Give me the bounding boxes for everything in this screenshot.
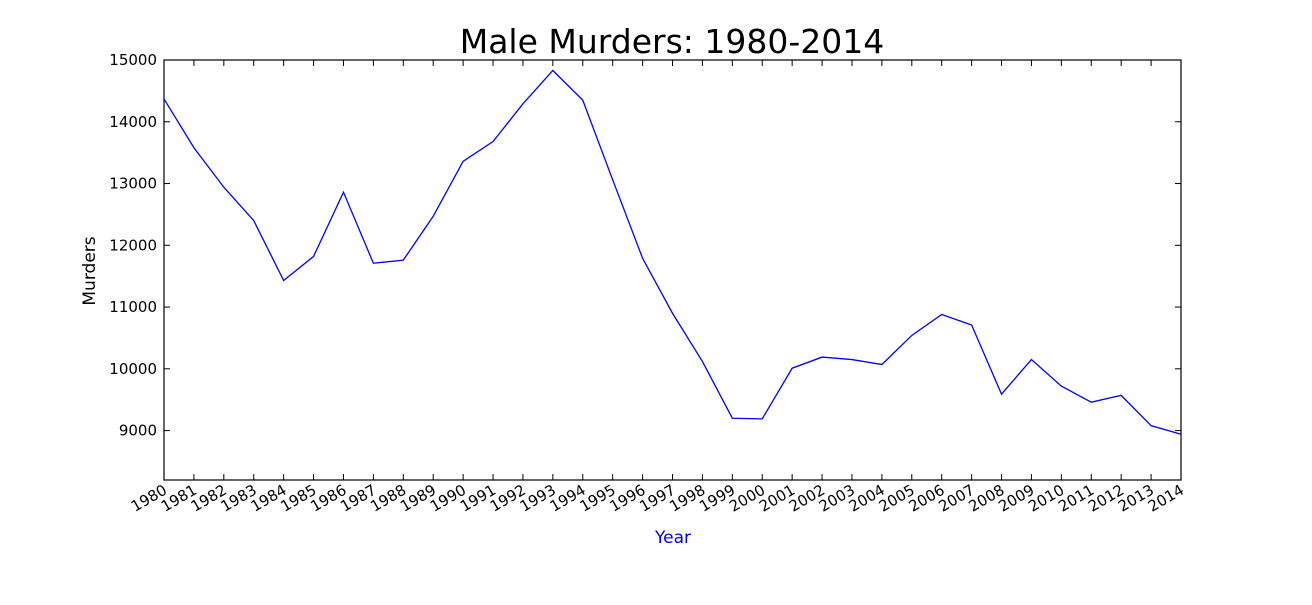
y-tick-label: 11000 [109, 298, 157, 316]
y-tick-label: 9000 [119, 422, 157, 440]
y-tick-label: 12000 [109, 236, 157, 254]
x-tick-label: 2014 [1145, 481, 1187, 516]
y-tick-label: 13000 [109, 175, 157, 193]
y-axis-label: Murders [80, 236, 100, 305]
y-tick-label: 10000 [109, 360, 157, 378]
x-axis-label: Year [654, 528, 691, 548]
series-line [163, 69, 1182, 435]
plot-area: 9000100001100012000130001400015000198019… [109, 51, 1187, 516]
y-tick-label: 15000 [109, 51, 157, 69]
plot-frame [163, 59, 1182, 481]
y-tick-label: 14000 [109, 113, 157, 131]
chart-title: Male Murders: 1980-2014 [460, 22, 885, 61]
